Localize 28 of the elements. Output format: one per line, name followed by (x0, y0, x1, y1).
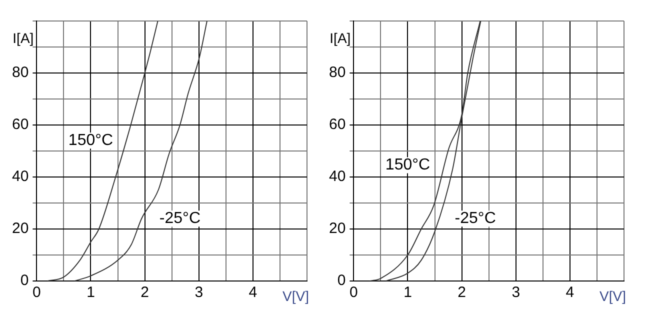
y-tick-label: 0 (20, 272, 29, 290)
y-axis-title: I[A] (330, 30, 351, 46)
y-tick-label: 60 (12, 116, 29, 134)
annotation: -25°C (454, 210, 496, 228)
y-tick-label: 0 (337, 272, 346, 290)
x-tick-label: 4 (566, 284, 574, 302)
x-tick-label: 3 (194, 284, 204, 302)
y-axis-title: I[A] (12, 30, 34, 46)
x-axis-title: V[V] (600, 288, 626, 304)
x-axis-title: V[V] (282, 288, 309, 304)
x-tick-label: 0 (32, 284, 41, 302)
x-tick-label: 2 (140, 284, 149, 302)
x-tick-label: 3 (512, 284, 520, 302)
annotation: -25°C (159, 210, 200, 228)
x-tick-label: 0 (350, 284, 358, 302)
y-tick-label: 40 (328, 168, 346, 186)
x-tick-label: 1 (86, 284, 95, 302)
x-tick-label: 1 (404, 284, 412, 302)
y-tick-label: 80 (328, 64, 346, 82)
y-tick-label: 80 (12, 64, 29, 82)
x-tick-label: 4 (248, 284, 258, 302)
y-tick-label: 40 (12, 168, 29, 186)
y-tick-label: 20 (328, 220, 346, 238)
y-tick-label: 60 (328, 116, 346, 134)
annotation: 150°C (385, 156, 430, 174)
annotation: 150°C (68, 132, 114, 150)
y-tick-label: 20 (12, 220, 29, 238)
x-tick-label: 2 (458, 284, 466, 302)
